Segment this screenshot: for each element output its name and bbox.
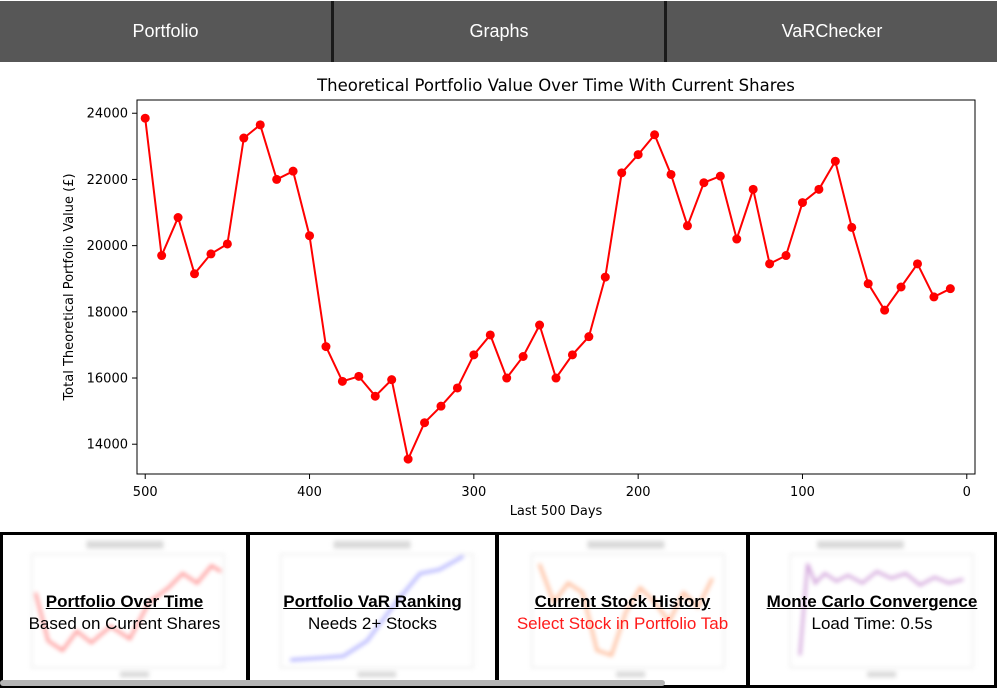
data-point: [436, 401, 446, 411]
plot-frame: [136, 99, 976, 475]
x-axis-label: Last 500 Days: [510, 504, 603, 519]
x-tick-label: 500: [133, 485, 158, 500]
data-point: [305, 231, 315, 241]
x-axis-ticks: 500 400 300 200 100 0: [133, 474, 971, 500]
data-point: [518, 352, 528, 362]
data-point: [567, 350, 577, 360]
data-point: [321, 342, 331, 352]
data-point: [140, 113, 150, 123]
data-point: [535, 320, 545, 330]
data-point: [370, 391, 380, 401]
data-point: [173, 212, 183, 222]
data-point: [912, 259, 922, 269]
y-tick-label: 18000: [87, 305, 128, 320]
card-caption: Portfolio VaR Ranking Needs 2+ Stocks: [250, 591, 495, 635]
card-title: Portfolio Over Time: [45, 592, 204, 611]
data-point: [222, 239, 232, 249]
data-point: [650, 130, 660, 140]
y-tick-label: 20000: [87, 239, 128, 254]
tab-bar: Portfolio Graphs VaRChecker: [0, 0, 997, 63]
data-point: [814, 184, 824, 194]
data-point: [403, 454, 413, 464]
thumbnail-portfolio-var-ranking: [280, 540, 474, 678]
x-tick-label: 400: [297, 485, 322, 500]
card-caption: Portfolio Over Time Based on Current Sha…: [3, 591, 246, 635]
card-portfolio-over-time[interactable]: Portfolio Over Time Based on Current Sha…: [0, 532, 249, 688]
y-tick-label: 22000: [87, 173, 128, 188]
card-portfolio-var-ranking[interactable]: Portfolio VaR Ranking Needs 2+ Stocks: [247, 532, 498, 688]
graph-cards: Portfolio Over Time Based on Current Sha…: [0, 532, 997, 688]
data-point: [929, 292, 939, 302]
data-point: [945, 284, 955, 294]
thumbnail-monte-carlo-convergence: [789, 540, 974, 678]
data-points: [140, 113, 955, 464]
horizontal-scrollbar[interactable]: [0, 680, 665, 686]
data-point: [551, 373, 561, 383]
data-point: [781, 251, 791, 261]
data-point: [748, 184, 758, 194]
data-point: [469, 350, 479, 360]
y-axis-ticks: 14000 16000 18000 20000 22000 24000: [87, 107, 137, 453]
y-tick-label: 14000: [87, 438, 128, 453]
data-point: [420, 418, 430, 428]
data-point: [715, 171, 725, 181]
y-axis-label: Total Theoretical Portfolio Value (£): [62, 173, 77, 401]
data-point: [699, 178, 709, 188]
data-point: [880, 305, 890, 315]
data-point: [485, 330, 495, 340]
card-subtitle: Select Stock in Portfolio Tab: [516, 614, 729, 633]
data-point: [190, 269, 200, 279]
card-monte-carlo-convergence[interactable]: Monte Carlo Convergence Load Time: 0.5s: [747, 532, 997, 688]
data-point: [354, 371, 364, 381]
data-point: [387, 375, 397, 385]
data-point: [732, 234, 742, 244]
portfolio-value-chart: Theoretical Portfolio Value Over Time Wi…: [62, 76, 976, 519]
data-point: [337, 376, 347, 386]
card-caption: Monte Carlo Convergence Load Time: 0.5s: [750, 591, 994, 635]
data-point: [797, 198, 807, 208]
x-tick-label: 0: [963, 485, 971, 500]
data-point: [682, 221, 692, 231]
tab-varchecker[interactable]: VaRChecker: [664, 1, 997, 62]
data-point: [452, 383, 462, 393]
thumbnail-current-stock-history: [531, 540, 725, 678]
x-tick-label: 200: [626, 485, 651, 500]
data-point: [502, 373, 512, 383]
data-point: [584, 332, 594, 342]
chart-title: Theoretical Portfolio Value Over Time Wi…: [316, 76, 795, 95]
data-point: [272, 174, 282, 184]
card-title: Monte Carlo Convergence: [766, 592, 978, 611]
x-tick-label: 300: [461, 485, 486, 500]
card-title: Current Stock History: [534, 592, 711, 611]
card-title: Portfolio VaR Ranking: [283, 592, 462, 611]
y-tick-label: 24000: [87, 107, 128, 122]
data-point: [157, 251, 167, 261]
data-point: [600, 272, 610, 282]
y-tick-label: 16000: [87, 372, 128, 387]
data-point: [896, 282, 906, 292]
card-subtitle: Load Time: 0.5s: [811, 614, 933, 633]
tab-graphs[interactable]: Graphs: [331, 1, 664, 62]
card-subtitle: Based on Current Shares: [28, 614, 221, 633]
card-caption: Current Stock History Select Stock in Po…: [499, 591, 746, 635]
data-point: [255, 120, 265, 130]
data-point: [617, 168, 627, 178]
thumbnail-portfolio-over-time: [31, 540, 225, 678]
data-point: [666, 169, 676, 179]
data-point: [239, 133, 249, 143]
card-current-stock-history[interactable]: Current Stock History Select Stock in Po…: [496, 532, 749, 688]
data-point: [765, 259, 775, 269]
x-tick-label: 100: [790, 485, 815, 500]
series-line: [144, 118, 951, 463]
card-subtitle: Needs 2+ Stocks: [308, 614, 437, 633]
data-point: [863, 279, 873, 289]
data-point: [288, 166, 298, 176]
data-point: [830, 156, 840, 166]
tab-portfolio[interactable]: Portfolio: [0, 1, 331, 62]
data-point: [847, 222, 857, 232]
data-point: [633, 150, 643, 160]
data-point: [206, 249, 216, 259]
